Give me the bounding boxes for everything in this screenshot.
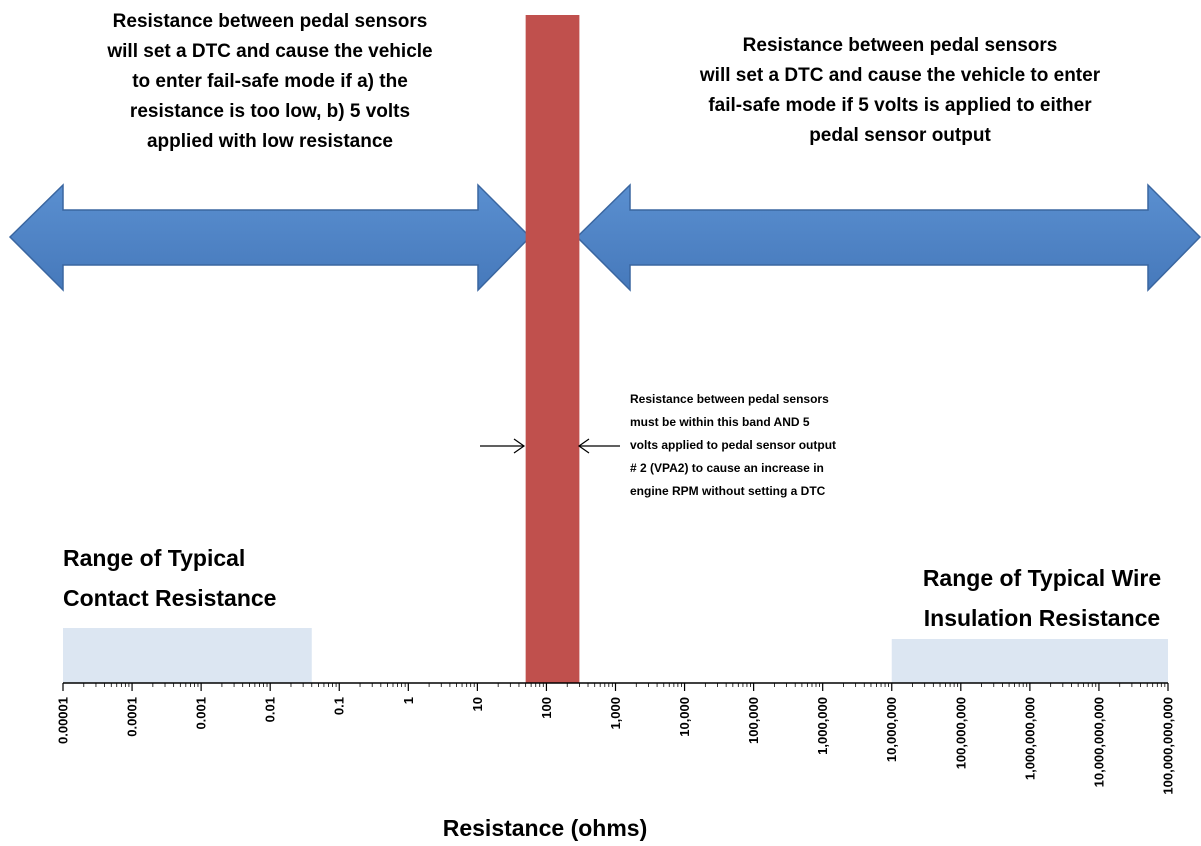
range-label: Range of Typical <box>63 545 245 571</box>
x-tick-label: 0.1 <box>332 697 347 715</box>
x-tick-label: 100,000 <box>746 697 761 744</box>
annotation: engine RPM without setting a DTC <box>630 484 826 498</box>
range-label: Insulation Resistance <box>924 605 1160 631</box>
x-tick-label: 0.01 <box>263 697 278 722</box>
x-tick-label: 1,000,000,000 <box>1022 697 1037 780</box>
annotation: Resistance between pedal sensors <box>630 392 829 406</box>
annotation: will set a DTC and cause the vehicle <box>106 41 432 62</box>
x-tick-label: 10,000,000,000 <box>1091 697 1106 787</box>
x-tick-label: 100,000,000 <box>953 697 968 769</box>
x-tick-label: 100 <box>539 697 554 719</box>
annotation: applied with low resistance <box>147 131 393 152</box>
annotation: fail-safe mode if 5 volts is applied to … <box>708 95 1092 116</box>
left-double-arrow <box>8 183 532 292</box>
range-label: Range of Typical Wire <box>923 565 1161 591</box>
annotation: pedal sensor output <box>809 125 991 146</box>
annotation: Resistance between pedal sensors <box>113 11 428 32</box>
x-tick-label: 0.001 <box>194 697 209 730</box>
x-tick-label: 100,000,000,000 <box>1160 697 1175 795</box>
range-band <box>63 628 312 683</box>
range-label: Contact Resistance <box>63 585 276 611</box>
annotation: will set a DTC and cause the vehicle to … <box>699 65 1101 86</box>
x-tick-label: 1,000 <box>608 697 623 730</box>
x-tick-label: 10,000,000 <box>884 697 899 762</box>
annotation: must be within this band AND 5 <box>630 415 810 429</box>
x-tick-label: 1,000,000 <box>815 697 830 755</box>
pointer-arrow-head <box>577 438 590 454</box>
x-tick-label: 0.0001 <box>125 697 140 737</box>
x-tick-label: 10,000 <box>677 697 692 737</box>
annotation: Resistance between pedal sensors <box>743 35 1058 56</box>
range-band <box>891 639 1168 683</box>
annotation: to enter fail-safe mode if a) the <box>132 71 408 92</box>
annotation: resistance is too low, b) 5 volts <box>130 101 410 122</box>
x-tick-label: 1 <box>401 697 416 704</box>
x-axis-label: Resistance (ohms) <box>443 815 648 841</box>
right-double-arrow <box>575 183 1201 292</box>
pointer-arrow-head <box>513 438 526 454</box>
annotation: # 2 (VPA2) to cause an increase in <box>630 461 824 475</box>
range-band <box>525 15 580 683</box>
x-tick-label: 10 <box>470 697 485 711</box>
annotation: volts applied to pedal sensor output <box>630 438 836 452</box>
x-tick-label: 0.00001 <box>55 697 70 744</box>
